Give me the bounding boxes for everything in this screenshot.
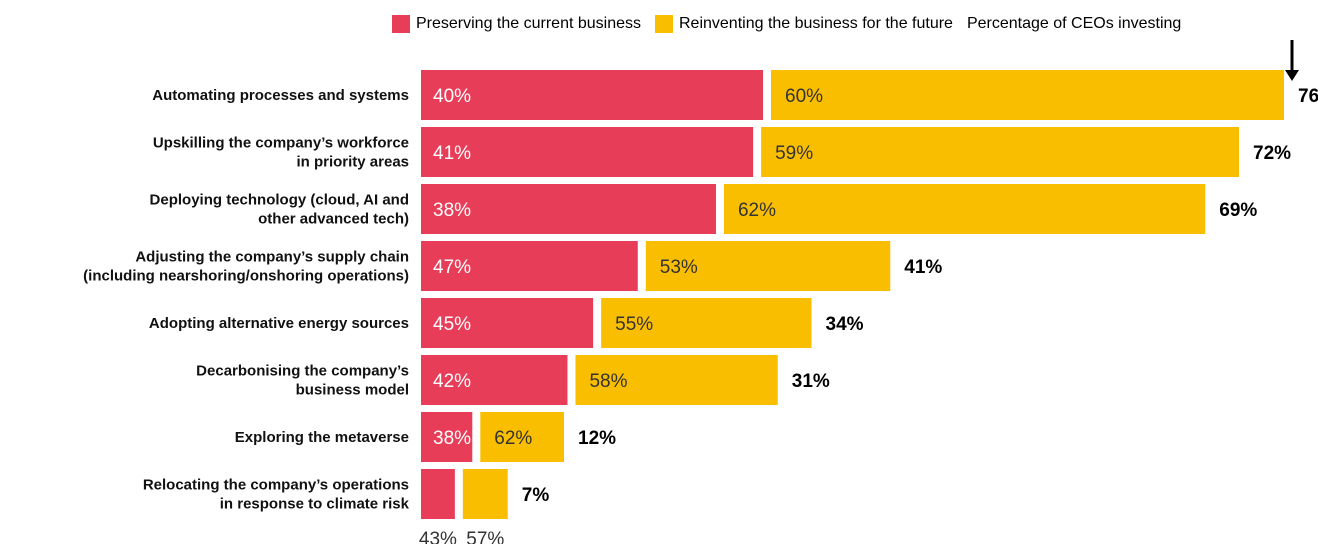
bar-preserving — [421, 184, 716, 234]
total-label: 72% — [1253, 143, 1291, 164]
legend-label-total: Percentage of CEOs investing — [966, 15, 1182, 32]
value-label-reinventing: 60% — [785, 86, 823, 107]
value-label-reinventing: 57% — [466, 529, 504, 544]
category-label-line: Deploying technology (cloud, AI and — [150, 192, 409, 209]
bar-reinventing — [771, 70, 1284, 120]
category-label: Adopting alternative energy sources — [149, 315, 409, 332]
value-label-preserving: 42% — [433, 371, 471, 392]
legend-label-reinventing: Reinventing the business for the future — [679, 15, 953, 32]
legend: Preserving the current business Reinvent… — [392, 12, 1181, 36]
value-label-preserving: 45% — [433, 314, 471, 335]
bar-preserving — [421, 241, 638, 291]
category-label-line: Exploring the metaverse — [235, 429, 409, 446]
category-label: Upskilling the company’s workforce in pri… — [153, 135, 409, 171]
category-label: Decarbonising the company’s business mode… — [196, 363, 409, 399]
category-label-line: Relocating the company’s operations — [143, 477, 409, 494]
value-label-preserving: 38% — [433, 200, 471, 221]
bar-preserving — [421, 298, 594, 348]
legend-swatch-reinventing — [655, 15, 673, 33]
value-label-preserving: 40% — [433, 86, 471, 107]
value-label-preserving: 38% — [433, 428, 471, 449]
category-label-line: other advanced tech) — [258, 211, 409, 228]
bar-reinventing — [462, 469, 508, 519]
legend-label-preserving: Preserving the current business — [416, 15, 641, 32]
value-label-reinventing: 59% — [775, 143, 813, 164]
category-label-line: business model — [296, 382, 409, 399]
category-label-line: in response to climate risk — [220, 496, 410, 513]
bar-preserving — [421, 70, 763, 120]
bar-reinventing — [761, 127, 1239, 177]
value-label-reinventing: 62% — [494, 428, 532, 449]
total-label: 31% — [792, 371, 830, 392]
legend-item-preserving: Preserving the current business — [392, 15, 641, 33]
total-label: 7% — [522, 485, 550, 506]
bar-reinventing — [723, 184, 1206, 234]
value-label-reinventing: 58% — [589, 371, 627, 392]
legend-swatch-preserving — [392, 15, 410, 33]
bar-preserving — [421, 412, 473, 462]
bar-reinventing — [575, 355, 778, 405]
total-label: 41% — [904, 257, 942, 278]
bar-reinventing — [480, 412, 564, 462]
category-label: Deploying technology (cloud, AI and other… — [150, 192, 409, 228]
legend-item-total: Percentage of CEOs investing — [967, 15, 1181, 33]
value-label-reinventing: 62% — [738, 200, 776, 221]
category-label: Adjusting the company’s supply chain (inc… — [83, 249, 409, 285]
down-arrow-icon — [1285, 40, 1299, 81]
value-label-preserving: 43% — [419, 529, 457, 544]
category-label: Exploring the metaverse — [235, 429, 409, 446]
legend-item-reinventing: Reinventing the business for the future — [655, 15, 953, 33]
bar-reinventing — [601, 298, 812, 348]
category-label: Automating processes and systems — [152, 87, 409, 104]
total-label: 69% — [1219, 200, 1257, 221]
total-label: 34% — [826, 314, 864, 335]
category-label-line: Adjusting the company’s supply chain — [135, 249, 409, 266]
bar-preserving — [421, 127, 754, 177]
category-label-line: Adopting alternative energy sources — [149, 315, 409, 332]
value-label-reinventing: 55% — [615, 314, 653, 335]
category-label-line: Upskilling the company’s workforce — [153, 135, 409, 152]
category-label-line: Decarbonising the company’s — [196, 363, 409, 380]
total-label: 12% — [578, 428, 616, 449]
bar-reinventing — [645, 241, 891, 291]
total-label: 76% — [1298, 86, 1318, 107]
category-label-line: in priority areas — [296, 154, 409, 171]
value-label-preserving: 47% — [433, 257, 471, 278]
category-label: Relocating the company’s operations in re… — [143, 477, 410, 513]
bar-preserving — [421, 469, 455, 519]
category-label-line: Automating processes and systems — [152, 87, 409, 104]
value-label-reinventing: 53% — [660, 257, 698, 278]
bar-preserving — [421, 355, 568, 405]
category-label-line: (including nearshoring/onshoring operati… — [83, 268, 409, 285]
value-label-preserving: 41% — [433, 143, 471, 164]
